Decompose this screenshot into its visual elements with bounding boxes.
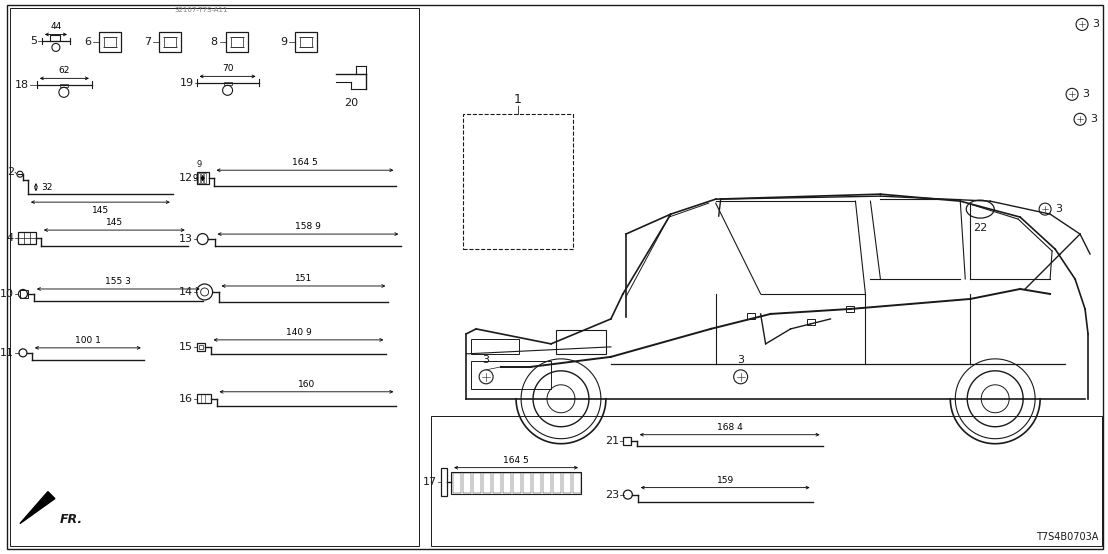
Text: 12: 12 [178, 173, 193, 183]
Text: 15: 15 [178, 342, 193, 352]
Text: 145: 145 [105, 218, 123, 227]
Text: 44: 44 [50, 23, 62, 32]
Text: 6: 6 [84, 38, 91, 48]
Text: 3: 3 [1055, 204, 1063, 214]
Text: 151: 151 [295, 274, 312, 283]
Bar [196, 394, 211, 403]
Text: 3: 3 [1090, 114, 1097, 124]
Bar [431, 416, 1102, 546]
Bar [493, 473, 501, 493]
Text: 3: 3 [737, 355, 745, 365]
Bar [543, 473, 551, 493]
Text: 9: 9 [192, 173, 197, 183]
Text: 4: 4 [7, 233, 14, 243]
Bar [471, 339, 519, 354]
Bar [230, 38, 243, 48]
Text: 7: 7 [144, 38, 151, 48]
Text: 3: 3 [483, 355, 490, 365]
Text: 160: 160 [298, 380, 315, 389]
Text: 10: 10 [0, 289, 14, 299]
Bar [99, 33, 121, 53]
Text: 158 9: 158 9 [295, 222, 321, 231]
Text: 168 4: 168 4 [717, 423, 742, 432]
Bar [441, 468, 448, 496]
Bar [847, 306, 854, 312]
Bar [807, 319, 814, 325]
Bar [18, 232, 35, 244]
Bar [164, 38, 176, 48]
Bar [20, 290, 28, 298]
Text: 145: 145 [92, 206, 109, 215]
Bar [204, 173, 206, 183]
Bar [463, 473, 471, 493]
Bar [473, 473, 481, 493]
Text: 9: 9 [196, 160, 202, 169]
Text: 13: 13 [178, 234, 193, 244]
Text: 23: 23 [605, 490, 619, 500]
Bar [553, 473, 561, 493]
Bar [556, 330, 606, 354]
Bar [453, 473, 461, 493]
Bar [573, 473, 581, 493]
Bar [747, 313, 755, 319]
Text: 5: 5 [30, 37, 37, 47]
Bar [198, 345, 203, 349]
Text: 140 9: 140 9 [286, 328, 311, 337]
Bar [563, 473, 571, 493]
Text: 3: 3 [1083, 89, 1089, 99]
Bar [523, 473, 531, 493]
Bar [503, 473, 511, 493]
Text: T7S4B0703A: T7S4B0703A [1036, 531, 1098, 541]
Text: 32107-T7S-A11: 32107-T7S-A11 [175, 8, 228, 13]
Text: 22: 22 [973, 223, 987, 233]
Text: 159: 159 [717, 476, 733, 485]
Bar [10, 8, 419, 546]
Text: 155 3: 155 3 [105, 277, 131, 286]
Bar [197, 173, 199, 183]
Text: 17: 17 [423, 476, 438, 486]
Text: 19: 19 [179, 78, 194, 88]
Bar [196, 172, 208, 184]
Bar [483, 473, 491, 493]
Bar [296, 33, 317, 53]
Text: 21: 21 [605, 435, 619, 446]
Text: 70: 70 [222, 64, 234, 73]
Text: 2: 2 [7, 167, 14, 177]
Text: 16: 16 [178, 394, 193, 404]
Text: 14: 14 [178, 287, 193, 297]
Bar [533, 473, 541, 493]
Bar [158, 33, 181, 53]
Text: 3: 3 [1092, 19, 1099, 29]
Bar [196, 343, 205, 351]
Text: 11: 11 [0, 348, 14, 358]
Text: 164 5: 164 5 [293, 158, 318, 167]
Bar [224, 83, 232, 85]
Text: 18: 18 [14, 80, 29, 90]
Bar [201, 173, 203, 183]
Bar [471, 361, 551, 389]
Bar [300, 38, 312, 48]
Bar [104, 38, 115, 48]
Text: 100 1: 100 1 [75, 336, 101, 345]
Bar [463, 114, 573, 249]
Text: 32: 32 [41, 183, 52, 192]
Text: 9: 9 [280, 38, 287, 48]
Bar [60, 84, 68, 88]
Bar [50, 35, 60, 42]
Polygon shape [20, 491, 55, 524]
Text: 8: 8 [211, 38, 217, 48]
Bar [226, 33, 247, 53]
Text: FR.: FR. [60, 512, 83, 526]
Text: 62: 62 [59, 66, 70, 75]
Text: 1: 1 [514, 93, 522, 106]
Bar [451, 471, 581, 494]
Text: 20: 20 [345, 98, 358, 109]
Bar [513, 473, 521, 493]
Text: 164 5: 164 5 [503, 455, 529, 465]
Bar [623, 437, 630, 445]
